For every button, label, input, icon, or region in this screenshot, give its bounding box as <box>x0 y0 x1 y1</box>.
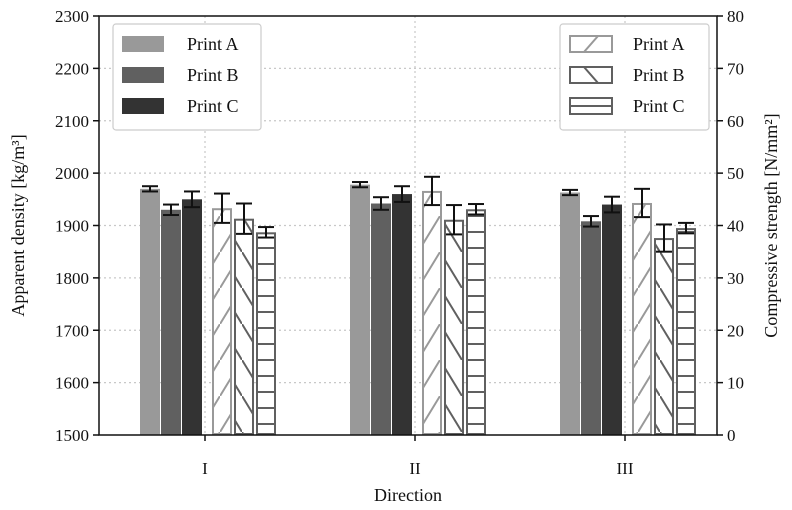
density-bar <box>140 188 160 435</box>
legend-label: Print B <box>187 65 239 85</box>
error-bars <box>142 175 694 253</box>
legend-density: Print A Print B Print C <box>112 23 262 131</box>
x-axis-title: Direction <box>374 485 442 505</box>
y-left-tick-label: 1600 <box>55 374 89 393</box>
strength-bar <box>256 232 276 435</box>
strength-bar <box>422 190 442 435</box>
y-right-tick-label: 40 <box>727 217 744 236</box>
y-left-tick-label: 2000 <box>55 164 89 183</box>
axes: 1500 1600 1700 1800 1900 2000 2100 2200 2300 0 10 2… <box>55 7 744 478</box>
density-bar <box>602 204 622 435</box>
legend-swatch <box>122 67 164 83</box>
y-right-tick-label: 30 <box>727 269 744 288</box>
y-right-tick-label: 10 <box>727 374 744 393</box>
density-bar <box>161 209 181 435</box>
y-left-tick-label: 2300 <box>55 7 89 26</box>
y-right-tick-label: 20 <box>727 321 744 340</box>
y-right-tick-label: 0 <box>727 426 736 445</box>
legend-label: Print A <box>187 34 239 54</box>
legend-strength: Print A Print B Print C <box>559 23 710 131</box>
strength-bar <box>234 218 254 435</box>
density-bar <box>182 199 202 435</box>
density-bar <box>371 203 391 435</box>
legend-label: Print A <box>633 34 685 54</box>
y-left-tick-label: 1700 <box>55 321 89 340</box>
y-right-tick-label: 70 <box>727 59 744 78</box>
strength-bar <box>212 208 232 435</box>
legend-hatch <box>583 66 599 84</box>
legend-swatch <box>122 98 164 114</box>
y-axis-left-title: Apparent density [kg/m³] <box>8 134 28 316</box>
x-tick-label: I <box>202 459 208 478</box>
density-bar <box>350 184 370 435</box>
strength-bar <box>654 238 674 435</box>
legend-swatch <box>122 36 164 52</box>
strength-bar <box>676 228 696 435</box>
density-bar <box>581 221 601 435</box>
y-right-tick-label: 80 <box>727 7 744 26</box>
x-tick-label: III <box>617 459 634 478</box>
y-right-tick-label: 50 <box>727 164 744 183</box>
legend-label: Print C <box>633 96 685 116</box>
y-left-tick-label: 1800 <box>55 269 89 288</box>
strength-bar <box>632 202 652 435</box>
strength-bar <box>444 219 464 435</box>
y-axis-right-title: Compressive strength [N/mm²] <box>761 113 781 337</box>
density-bar <box>392 194 412 435</box>
y-right-tick-label: 60 <box>727 112 744 131</box>
legend-label: Print B <box>633 65 685 85</box>
density-bar <box>560 192 580 435</box>
y-left-tick-label: 1900 <box>55 217 89 236</box>
legend-label: Print C <box>187 96 239 116</box>
y-left-tick-label: 2200 <box>55 59 89 78</box>
bars <box>140 184 696 435</box>
strength-bar <box>466 209 486 435</box>
legend-hatch <box>583 35 599 53</box>
y-left-tick-label: 1500 <box>55 426 89 445</box>
x-tick-label: II <box>409 459 421 478</box>
y-left-tick-label: 2100 <box>55 112 89 131</box>
